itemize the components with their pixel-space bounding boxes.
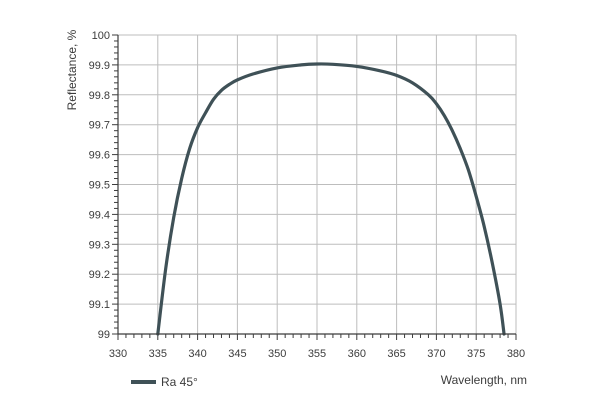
x-tick-label: 365 xyxy=(387,348,405,360)
x-tick-label: 335 xyxy=(149,348,167,360)
x-tick-label: 375 xyxy=(467,348,485,360)
y-tick-label: 99.6 xyxy=(89,150,110,162)
y-tick-label: 99.1 xyxy=(89,299,110,311)
x-tick-label: 380 xyxy=(507,348,525,360)
x-tick-label: 345 xyxy=(228,348,246,360)
y-tick-label: 99.5 xyxy=(89,180,110,192)
legend: Ra 45° xyxy=(131,375,198,389)
x-tick-label: 330 xyxy=(109,348,127,360)
grid xyxy=(118,34,517,334)
y-axis-title: Reflectance, % xyxy=(65,29,79,110)
axis-ticks xyxy=(112,34,517,340)
y-tick-label: 99.7 xyxy=(89,120,110,132)
x-axis-title: Wavelength, nm xyxy=(441,373,527,387)
y-tick-label: 100 xyxy=(92,30,110,42)
series-line-ra45 xyxy=(156,62,506,336)
y-tick-labels: 99 99.1 99.2 99.3 99.4 99.5 99.6 99.7 99.8 99.9 10… xyxy=(89,30,110,341)
x-tick-label: 370 xyxy=(427,348,445,360)
x-tick-label: 350 xyxy=(268,348,286,360)
x-tick-label: 340 xyxy=(188,348,206,360)
y-tick-label: 99.8 xyxy=(89,90,110,102)
y-tick-label: 99.9 xyxy=(89,60,110,72)
x-tick-labels: 330 335 340 345 350 355 360 365 370 375 380 xyxy=(109,348,525,360)
y-tick-label: 99.3 xyxy=(89,239,110,251)
axes xyxy=(117,35,516,335)
legend-label: Ra 45° xyxy=(161,375,198,389)
series-layer xyxy=(156,62,506,336)
y-tick-label: 99 xyxy=(98,329,110,341)
x-tick-label: 360 xyxy=(348,348,366,360)
y-tick-label: 99.2 xyxy=(89,269,110,281)
x-tick-label: 355 xyxy=(308,348,326,360)
y-tick-label: 99.4 xyxy=(89,209,110,221)
